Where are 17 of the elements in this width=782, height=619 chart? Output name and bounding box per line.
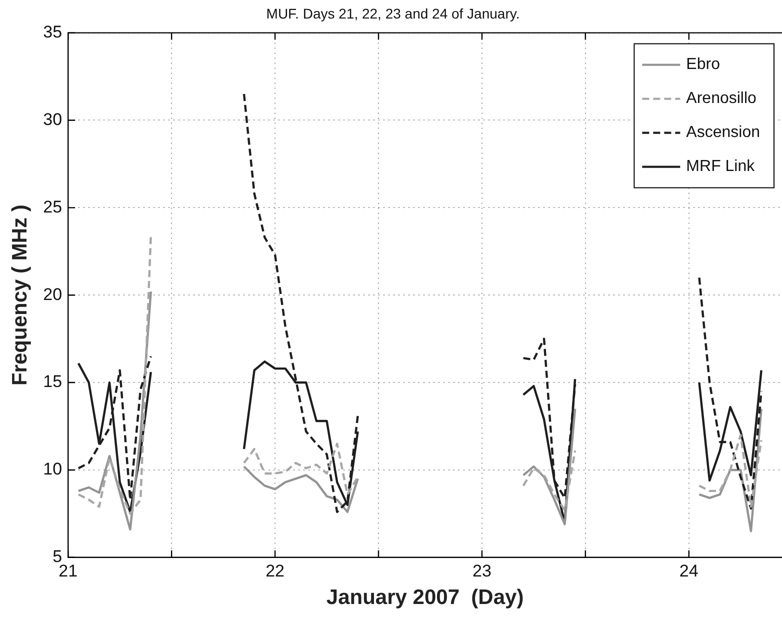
- x-tick-label: 21: [58, 561, 78, 580]
- legend-label: Ascension: [686, 124, 760, 142]
- y-tick-label: 15: [43, 372, 62, 392]
- x-tick-label: 24: [679, 561, 698, 580]
- y-tick-label: 10: [43, 460, 62, 479]
- x-tick-label: 22: [266, 561, 284, 580]
- x-tick-label: 23: [472, 561, 492, 580]
- legend-label: Arenosillo: [686, 90, 757, 108]
- y-tick-label: 20: [43, 284, 62, 304]
- y-axis-title: Frequency ( MHz ): [8, 204, 32, 386]
- legend-label: MRF Link: [686, 158, 756, 176]
- y-tick-label: 25: [43, 197, 62, 216]
- chart-title: MUF. Days 21, 22, 23 and 24 of January.: [266, 5, 520, 22]
- x-axis-title: January 2007 (Day): [326, 586, 524, 610]
- y-tick-label: 30: [43, 110, 62, 129]
- y-tick-label: 35: [43, 22, 62, 42]
- legend-label: Ebro: [686, 56, 720, 74]
